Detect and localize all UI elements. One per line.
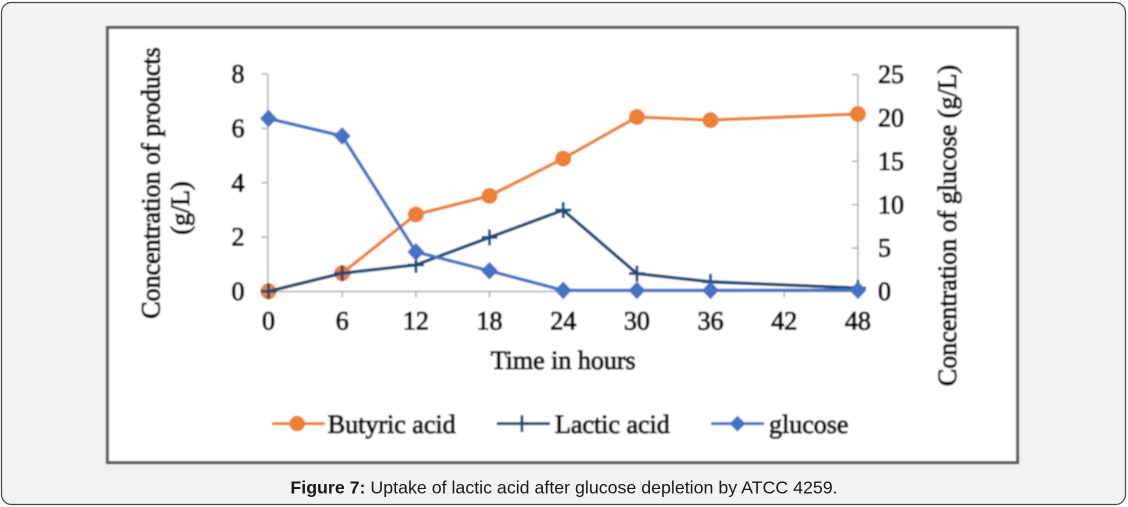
svg-text:30: 30 bbox=[624, 307, 650, 336]
svg-text:0: 0 bbox=[232, 277, 245, 306]
svg-text:6: 6 bbox=[336, 307, 349, 336]
svg-text:Concentration of products: Concentration of products bbox=[137, 47, 166, 319]
svg-text:10: 10 bbox=[878, 190, 904, 219]
svg-text:25: 25 bbox=[878, 60, 904, 89]
svg-text:Concentration of glucose (g/L): Concentration of glucose (g/L) bbox=[933, 65, 962, 386]
svg-text:4: 4 bbox=[232, 168, 245, 197]
svg-text:36: 36 bbox=[698, 307, 724, 336]
svg-text:48: 48 bbox=[845, 307, 871, 336]
svg-text:15: 15 bbox=[878, 147, 904, 176]
svg-text:12: 12 bbox=[403, 307, 429, 336]
svg-text:Lactic acid: Lactic acid bbox=[555, 410, 670, 439]
svg-text:6: 6 bbox=[232, 114, 245, 143]
svg-text:8: 8 bbox=[232, 60, 245, 89]
svg-text:0: 0 bbox=[878, 277, 891, 306]
svg-text:24: 24 bbox=[550, 307, 576, 336]
svg-text:18: 18 bbox=[477, 307, 503, 336]
svg-text:5: 5 bbox=[878, 234, 891, 263]
svg-text:Time in hours: Time in hours bbox=[491, 346, 636, 375]
svg-text:Figure 7: Uptake of lactic aci: Figure 7: Uptake of lactic acid after gl… bbox=[290, 478, 837, 498]
svg-text:(g/L): (g/L) bbox=[166, 181, 195, 234]
svg-text:0: 0 bbox=[262, 307, 275, 336]
svg-text:20: 20 bbox=[878, 104, 904, 133]
svg-text:2: 2 bbox=[232, 223, 245, 252]
svg-text:glucose: glucose bbox=[769, 410, 848, 439]
svg-text:Butyric acid: Butyric acid bbox=[328, 410, 456, 439]
svg-text:42: 42 bbox=[771, 307, 797, 336]
